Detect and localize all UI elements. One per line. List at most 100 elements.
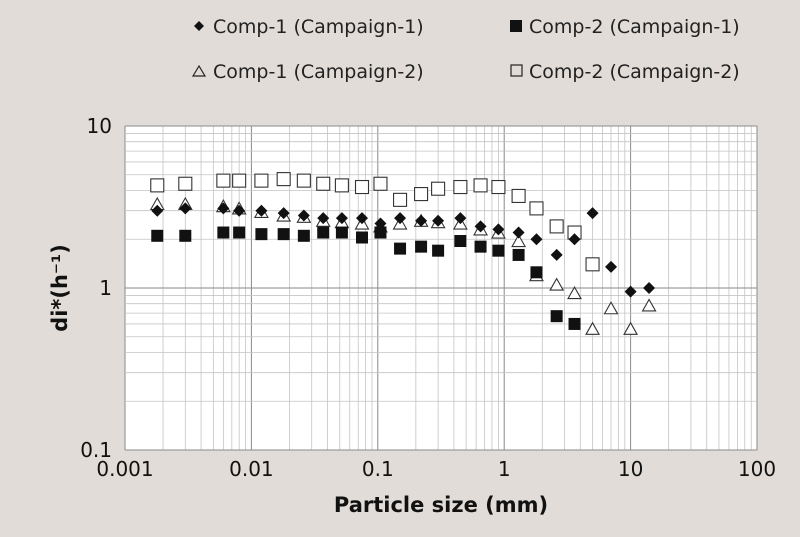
data-point xyxy=(603,301,619,315)
data-point xyxy=(568,233,581,246)
data-point xyxy=(454,212,467,225)
data-point xyxy=(394,242,407,255)
data-point xyxy=(415,214,428,227)
data-point xyxy=(335,226,348,239)
data-point xyxy=(643,282,656,294)
y-tick-label: 10 xyxy=(87,114,112,138)
data-point xyxy=(474,220,487,233)
data-point xyxy=(394,212,407,225)
data-point xyxy=(233,204,246,217)
data-point xyxy=(549,219,564,234)
data-point xyxy=(297,229,310,242)
data-point xyxy=(254,173,269,188)
data-point xyxy=(512,248,525,261)
x-tick-label: 0.01 xyxy=(229,457,274,481)
series-1 xyxy=(151,202,656,298)
data-point xyxy=(454,235,467,248)
data-point xyxy=(373,176,388,191)
data-point xyxy=(232,173,247,188)
data-point xyxy=(374,217,387,230)
data-point xyxy=(179,229,192,242)
data-point xyxy=(432,214,445,227)
data-point xyxy=(178,176,193,191)
x-axis-label: Particle size (mm) xyxy=(334,493,548,517)
data-point xyxy=(317,212,330,225)
data-point xyxy=(276,172,291,187)
data-point xyxy=(512,226,525,239)
data-point xyxy=(415,240,428,253)
data-point xyxy=(356,212,369,225)
data-point xyxy=(549,277,565,291)
legend-label: Comp-1 (Campaign-1) xyxy=(213,16,424,38)
data-point xyxy=(335,212,348,225)
tick-labels: 0.001 0.01 0.1 1 10 100 0.1 1 10 xyxy=(80,114,776,481)
x-tick-label: 10 xyxy=(618,457,643,481)
data-point xyxy=(585,257,600,272)
data-point xyxy=(568,317,581,330)
data-point xyxy=(216,173,231,188)
data-point xyxy=(530,266,543,279)
data-point xyxy=(277,207,290,220)
data-point xyxy=(567,285,582,300)
legend-item-comp2-campaign2: Comp-2 (Campaign-2) xyxy=(510,61,740,83)
data-point xyxy=(585,321,600,335)
data-point xyxy=(179,202,192,215)
data-point xyxy=(151,229,164,242)
data-point xyxy=(624,285,637,298)
data-point xyxy=(393,192,408,207)
data-point xyxy=(316,176,331,191)
legend-item-comp1-campaign1: Comp-1 (Campaign-1) xyxy=(194,16,424,38)
data-point xyxy=(277,228,290,241)
y-tick-label: 1 xyxy=(99,276,112,300)
data-point xyxy=(474,240,487,253)
data-point xyxy=(296,173,311,188)
data-point xyxy=(492,244,505,257)
legend-item-comp2-campaign1: Comp-2 (Campaign-1) xyxy=(510,16,740,38)
data-point xyxy=(414,187,429,202)
data-point xyxy=(334,178,349,193)
legend-label: Comp-2 (Campaign-2) xyxy=(529,61,740,83)
data-point xyxy=(550,248,563,261)
data-point xyxy=(530,233,543,246)
data-point xyxy=(586,207,599,220)
y-axis-label: di*(h⁻¹) xyxy=(48,244,72,332)
data-point xyxy=(297,209,310,222)
data-points xyxy=(149,172,657,335)
data-point xyxy=(511,188,526,204)
y-tick-label: 0.1 xyxy=(80,438,112,462)
data-point xyxy=(217,202,230,215)
data-point xyxy=(255,228,268,241)
data-point xyxy=(432,244,445,257)
data-point xyxy=(217,226,230,239)
data-point xyxy=(255,204,268,217)
data-point xyxy=(374,226,387,239)
x-tick-label: 1 xyxy=(498,457,511,481)
series-4 xyxy=(150,172,600,272)
data-point xyxy=(356,231,369,244)
data-point xyxy=(317,226,330,239)
data-point xyxy=(151,204,164,217)
data-point xyxy=(605,260,618,273)
legend: Comp-1 (Campaign-1) Comp-2 (Campaign-1) … xyxy=(191,16,740,83)
data-point xyxy=(150,178,165,193)
x-tick-label: 100 xyxy=(738,457,776,481)
legend-label: Comp-2 (Campaign-1) xyxy=(529,16,740,38)
series-2 xyxy=(151,226,581,330)
x-tick-label: 0.001 xyxy=(96,457,153,481)
data-point xyxy=(529,201,544,216)
data-point xyxy=(492,223,505,236)
legend-label: Comp-1 (Campaign-2) xyxy=(213,61,424,83)
data-point xyxy=(473,178,488,193)
data-point xyxy=(550,310,563,323)
x-tick-label: 0.1 xyxy=(362,457,394,481)
data-point xyxy=(641,298,657,312)
data-point xyxy=(491,179,506,195)
legend-item-comp1-campaign2: Comp-1 (Campaign-2) xyxy=(191,61,424,83)
data-point xyxy=(233,226,246,239)
data-point xyxy=(453,179,468,195)
data-point xyxy=(511,233,527,248)
data-point xyxy=(354,179,370,195)
data-point xyxy=(431,181,446,196)
data-point xyxy=(623,321,639,335)
